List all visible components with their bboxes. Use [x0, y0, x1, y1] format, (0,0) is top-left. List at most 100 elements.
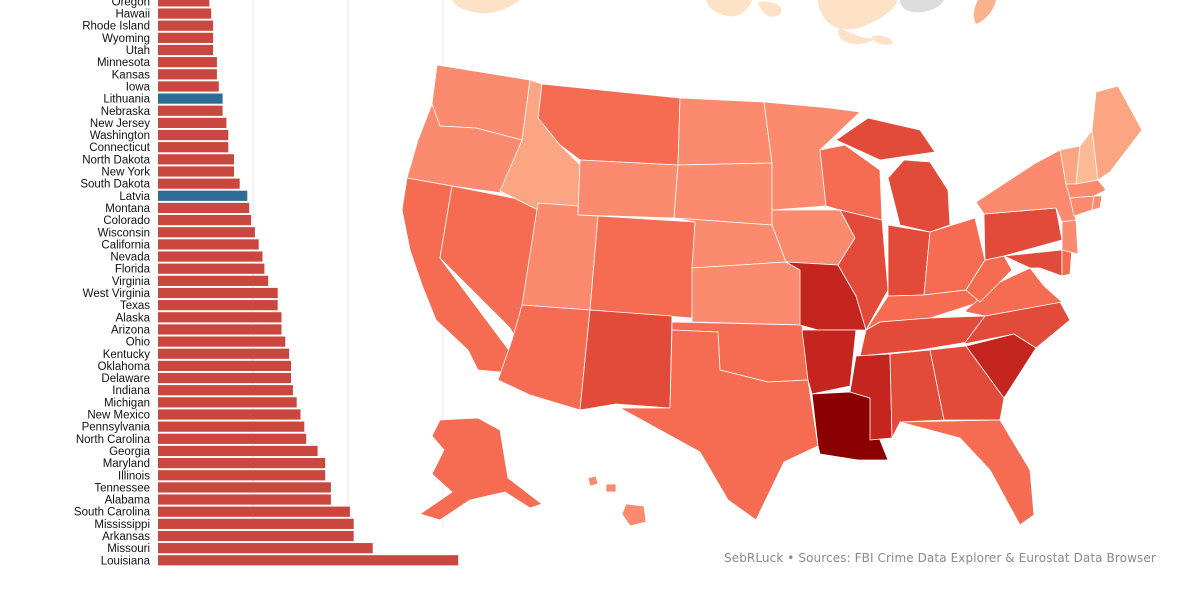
bar-kansas [158, 69, 217, 80]
state-georgia [929, 345, 1005, 421]
bar-alabama [158, 494, 331, 505]
bar-south-dakota [158, 178, 240, 189]
category-label-alabama: Alabama [105, 495, 151, 507]
bar-new-jersey [158, 117, 227, 128]
category-label-florida: Florida [115, 264, 151, 276]
category-label-south-carolina: South Carolina [74, 507, 151, 519]
category-label-nebraska: Nebraska [101, 106, 151, 118]
bar-louisiana [158, 555, 459, 566]
category-label-pennsylvania: Pennsylvania [82, 422, 151, 434]
bar-hawaii [158, 8, 212, 19]
bar-michigan [158, 397, 297, 408]
state-iowa [771, 209, 856, 266]
category-label-california: California [101, 239, 150, 251]
bar-missouri [158, 543, 373, 554]
bar-wisconsin [158, 227, 255, 238]
bar-illinois [158, 470, 326, 481]
state-colorado [589, 215, 696, 319]
bar-texas [158, 300, 278, 311]
category-label-wisconsin: Wisconsin [98, 227, 150, 239]
state-hawaii [605, 483, 617, 493]
category-label-texas: Texas [120, 300, 150, 312]
bar-oregon [158, 0, 210, 7]
europe-region [872, 35, 893, 45]
state-new-mexico [579, 309, 673, 411]
state-virginia [965, 267, 1063, 317]
bar-new-york [158, 166, 234, 177]
category-label-georgia: Georgia [109, 446, 151, 458]
bar-north-dakota [158, 154, 234, 165]
state-florida [899, 419, 1035, 526]
state-hawaii [587, 475, 599, 487]
bar-arkansas [158, 530, 354, 542]
bar-california [158, 239, 259, 250]
category-label-virginia: Virginia [112, 276, 151, 288]
state-texas [619, 329, 819, 521]
bar-oklahoma [158, 360, 291, 371]
bar-iowa [158, 81, 219, 92]
europe-region [818, 0, 898, 30]
category-label-iowa: Iowa [126, 81, 151, 93]
category-label-oregon: Oregon [112, 0, 150, 8]
state-new-jersey [1061, 219, 1079, 255]
bar-washington [158, 129, 229, 141]
state-michigan [887, 159, 951, 233]
category-label-montana: Montana [105, 203, 150, 215]
category-label-oklahoma: Oklahoma [98, 361, 151, 373]
category-label-new-york: New York [101, 167, 150, 179]
category-label-colorado: Colorado [103, 215, 150, 227]
category-label-west-virginia: West Virginia [83, 288, 151, 300]
state-oregon [406, 103, 523, 194]
category-label-south-dakota: South Dakota [80, 179, 150, 191]
bar-tennessee [158, 482, 331, 493]
category-label-ohio: Ohio [126, 337, 150, 349]
state-alabama [889, 349, 945, 439]
bar-georgia [158, 445, 318, 457]
state-rhode-island [1091, 195, 1103, 211]
bar-utah [158, 44, 214, 56]
category-label-north-dakota: North Dakota [82, 154, 150, 166]
state-alaska [419, 417, 543, 521]
bar-north-carolina [158, 433, 307, 444]
category-label-alaska: Alaska [115, 312, 150, 324]
category-label-connecticut: Connecticut [89, 142, 151, 154]
bar-nebraska [158, 105, 223, 116]
category-label-utah: Utah [126, 45, 150, 57]
category-label-tennessee: Tennessee [94, 482, 150, 494]
state-hawaii [621, 503, 647, 527]
europe-region [973, 0, 996, 24]
europe-region [758, 1, 782, 17]
source-credit: SebRLuck • Sources: FBI Crime Data Explo… [724, 551, 1156, 565]
bar-kentucky [158, 348, 290, 359]
category-label-mississippi: Mississippi [94, 519, 150, 531]
bar-montana [158, 202, 250, 214]
state-south-dakota [673, 162, 773, 226]
bar-delaware [158, 372, 291, 384]
category-label-arizona: Arizona [111, 324, 151, 336]
bar-pennsylvania [158, 421, 305, 432]
state-indiana [887, 224, 931, 297]
europe-region [452, 0, 520, 14]
category-label-wyoming: Wyoming [102, 33, 150, 45]
category-label-michigan: Michigan [104, 397, 150, 409]
bar-wyoming [158, 32, 214, 43]
bar-connecticut [158, 142, 229, 153]
bar-virginia [158, 275, 269, 286]
category-label-illinois: Illinois [118, 470, 150, 482]
category-label-delaware: Delaware [101, 373, 150, 385]
bar-rhode-island [158, 20, 214, 31]
bar-lithuania [158, 93, 223, 104]
category-label-kentucky: Kentucky [103, 349, 151, 361]
category-label-kansas: Kansas [112, 69, 151, 81]
bar-latvia [158, 190, 248, 201]
category-label-lithuania: Lithuania [103, 94, 150, 106]
bar-new-mexico [158, 409, 301, 420]
category-label-latvia: Latvia [119, 191, 150, 203]
bar-ohio [158, 336, 286, 347]
bar-colorado [158, 215, 252, 226]
category-label-new-jersey: New Jersey [90, 118, 150, 130]
bar-mississippi [158, 518, 354, 529]
